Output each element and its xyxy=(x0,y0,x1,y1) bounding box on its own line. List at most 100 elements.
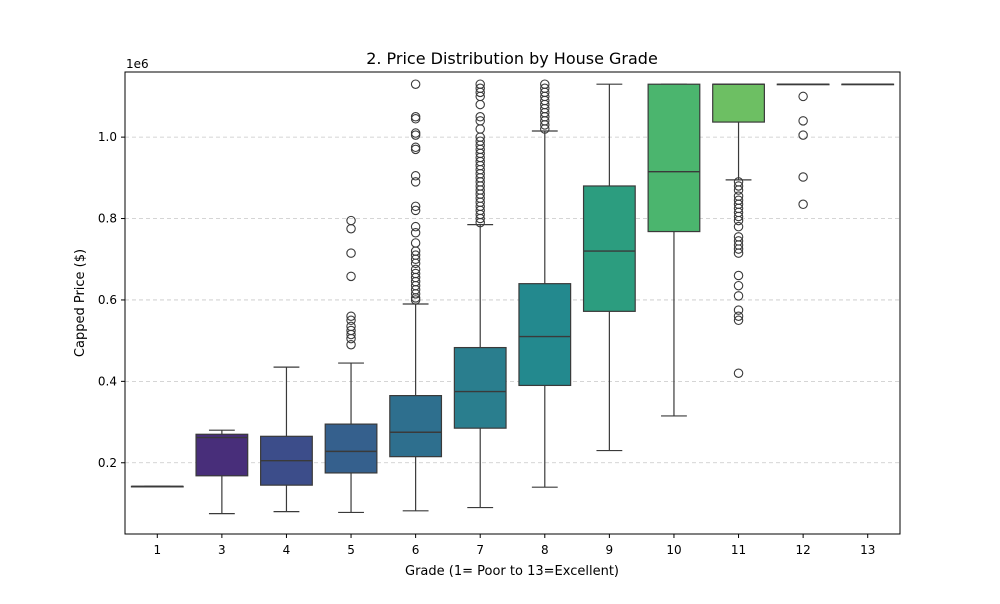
box-group-grade-1 xyxy=(130,485,184,488)
outlier-point xyxy=(346,321,356,332)
outlier-point xyxy=(410,201,421,212)
outlier-point xyxy=(346,248,356,258)
iqr-box xyxy=(712,83,765,123)
x-tick-label: 7 xyxy=(476,543,484,557)
outlier-point xyxy=(410,128,421,138)
outlier-point xyxy=(410,177,421,187)
outlier-point xyxy=(475,124,485,134)
outlier-point xyxy=(346,223,356,234)
x-tick-label: 11 xyxy=(731,543,746,557)
box-group-grade-4 xyxy=(260,366,313,513)
outlier-point xyxy=(475,99,485,110)
x-tick-label: 6 xyxy=(412,543,420,557)
outlier-point xyxy=(346,215,356,226)
x-tick-label: 13 xyxy=(860,543,875,557)
y-tick-label: 0.4 xyxy=(98,374,117,388)
outlier-point xyxy=(410,221,421,232)
x-tick-label: 8 xyxy=(541,543,549,557)
outlier-point xyxy=(733,191,744,201)
outlier-point xyxy=(410,205,421,216)
outlier-point xyxy=(475,79,485,89)
iqr-box xyxy=(453,346,507,429)
x-tick-label: 1 xyxy=(153,543,161,557)
outlier-point xyxy=(410,268,421,279)
outlier-point xyxy=(798,91,808,102)
axis-layer: 0.20.40.60.81.01 3 4 5 6 7 8 9 10 11 12 13 xyxy=(98,130,875,557)
outlier-point xyxy=(798,116,808,126)
iqr-box xyxy=(195,433,249,477)
outlier-point xyxy=(733,195,744,205)
box-group-grade-12 xyxy=(776,83,830,210)
outlier-point xyxy=(475,136,485,146)
outlier-point xyxy=(733,181,744,191)
iqr-box xyxy=(389,395,443,458)
outlier-point xyxy=(733,280,744,291)
box-group-grade-10 xyxy=(647,83,701,417)
outlier-point xyxy=(733,305,744,315)
outlier-point xyxy=(410,171,421,181)
outlier-point xyxy=(346,311,356,321)
box-group-grade-11 xyxy=(712,83,765,378)
box-group-grade-8 xyxy=(518,79,572,488)
outlier-point xyxy=(733,236,744,246)
iqr-box xyxy=(647,83,701,233)
y-offset-label: 1e6 xyxy=(126,57,149,71)
y-tick-label: 0.2 xyxy=(98,456,117,470)
box-group-grade-3 xyxy=(195,429,249,515)
x-tick-label: 10 xyxy=(666,543,681,557)
outlier-point xyxy=(410,130,421,140)
box-layer xyxy=(130,79,895,515)
outlier-point xyxy=(475,116,485,126)
outlier-point xyxy=(733,315,744,326)
y-axis-label: Capped Price ($) xyxy=(73,249,88,357)
outlier-point xyxy=(410,228,421,238)
outlier-point xyxy=(733,221,744,232)
box-group-grade-6 xyxy=(389,79,443,512)
outlier-point xyxy=(733,232,744,242)
y-tick-label: 0.8 xyxy=(98,212,117,226)
x-tick-label: 4 xyxy=(283,543,291,557)
iqr-box xyxy=(518,283,572,387)
iqr-box xyxy=(324,423,378,474)
x-tick-label: 9 xyxy=(606,543,614,557)
outlier-point xyxy=(798,130,808,140)
outlier-point xyxy=(733,291,744,301)
box-group-grade-7 xyxy=(453,79,507,509)
outlier-point xyxy=(410,112,421,122)
outlier-point xyxy=(798,199,808,210)
y-tick-label: 1.0 xyxy=(98,130,117,144)
outlier-point xyxy=(346,315,356,326)
outlier-point xyxy=(733,270,744,281)
outlier-point xyxy=(475,112,485,122)
outlier-point xyxy=(733,177,744,187)
outlier-point xyxy=(410,114,421,124)
outlier-point xyxy=(410,264,421,275)
outlier-point xyxy=(346,325,356,336)
outlier-point xyxy=(410,144,421,155)
outlier-point xyxy=(410,238,421,248)
outlier-point xyxy=(733,311,744,321)
outlier-point xyxy=(798,172,808,182)
iqr-box xyxy=(582,185,636,312)
outlier-point xyxy=(540,79,550,89)
outlier-point xyxy=(346,339,356,350)
plot-frame xyxy=(124,71,901,535)
outlier-point xyxy=(410,79,421,89)
outlier-point xyxy=(733,368,744,378)
box-group-grade-13 xyxy=(841,83,895,86)
box-group-grade-9 xyxy=(582,83,636,452)
x-tick-label: 3 xyxy=(218,543,226,557)
y-tick-label: 0.6 xyxy=(98,293,117,307)
outlier-point xyxy=(346,271,356,282)
chart-title: 2. Price Distribution by House Grade xyxy=(366,49,658,68)
outlier-point xyxy=(540,83,550,94)
x-axis-label: Grade (1= Poor to 13=Excellent) xyxy=(405,564,619,579)
x-tick-label: 5 xyxy=(347,543,355,557)
grid-layer xyxy=(125,136,900,464)
outlier-point xyxy=(410,250,421,260)
outlier-point xyxy=(475,83,485,94)
x-tick-label: 12 xyxy=(795,543,810,557)
outlier-point xyxy=(410,142,421,153)
